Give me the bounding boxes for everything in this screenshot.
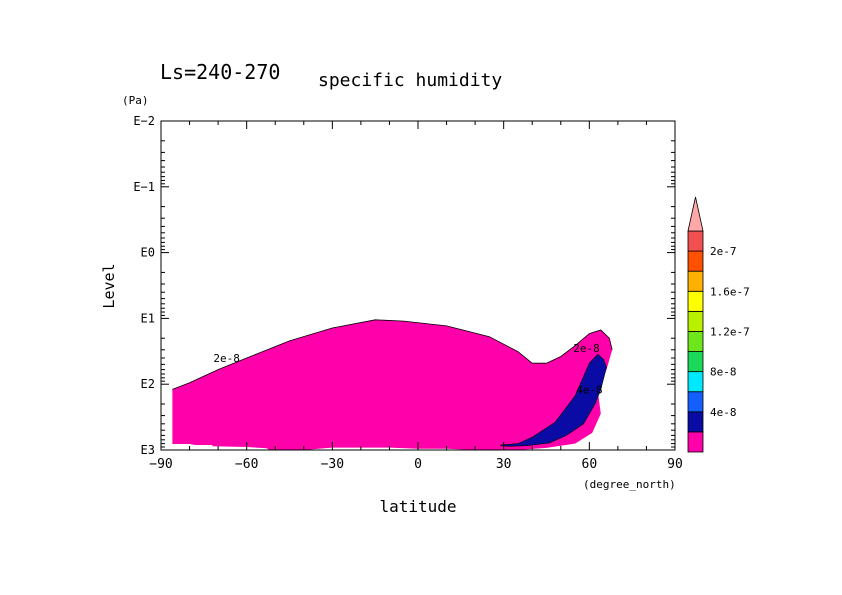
x-tick-label: −30 — [321, 457, 344, 472]
x-tick-label: −60 — [235, 457, 258, 472]
y-units: (Pa) — [122, 94, 149, 107]
contour-labels: 2e-8 2e-8 4e-8 — [213, 342, 602, 397]
x-tick-label: 30 — [496, 457, 512, 472]
colorbar-band — [687, 270, 704, 292]
colorbar-label: 1.2e-7 — [710, 325, 750, 338]
colorbar-band — [687, 351, 704, 373]
x-tick-label: 90 — [667, 457, 683, 472]
colorbar-label: 8e-8 — [710, 366, 737, 379]
y-tick-label: E2 — [141, 377, 155, 391]
colorbar-band — [687, 411, 704, 433]
y-axis-ticks: E−2 E−1 E0 E1 E2 E3 — [133, 114, 675, 457]
colorbar-band — [687, 431, 704, 453]
colorbar-extend-arrow — [687, 196, 704, 232]
contour-region-1 — [172, 319, 613, 450]
x-axis-ticks: −90 −60 −30 0 30 60 90 — [149, 121, 683, 472]
colorbar-band — [687, 250, 704, 272]
colorbar-band — [687, 230, 704, 252]
y-tick-label: E0 — [141, 246, 155, 260]
colorbar-band — [687, 371, 704, 393]
filled-contour-regions — [172, 319, 613, 450]
x-tick-label: −90 — [149, 457, 172, 472]
colorbar: 4e-8 8e-8 1.2e-7 1.6e-7 2e-7 — [687, 196, 750, 453]
contour-label-1: 2e-8 — [213, 352, 240, 365]
contour-line-2e-8 — [172, 319, 613, 390]
x-tick-label: 60 — [582, 457, 598, 472]
x-axis-label: latitude — [379, 497, 456, 516]
y-axis-label: Level — [100, 263, 118, 308]
colorbar-band — [687, 331, 704, 352]
chart-title: specific humidity — [318, 70, 502, 91]
colorbar-label: 4e-8 — [710, 406, 737, 419]
x-units: (degree_north) — [583, 478, 676, 491]
chart-title-prefix: Ls=240-270 — [160, 60, 280, 84]
colorbar-band — [687, 391, 704, 413]
contour-region-2 — [500, 353, 607, 447]
y-tick-label: E1 — [141, 311, 155, 325]
colorbar-label: 1.6e-7 — [710, 285, 750, 298]
x-tick-label: 0 — [414, 457, 422, 472]
colorbar-band — [687, 290, 704, 312]
colorbar-label: 2e-7 — [710, 245, 737, 258]
y-tick-label: E−2 — [133, 114, 155, 128]
y-tick-label: E−1 — [133, 180, 155, 194]
colorbar-band — [687, 310, 704, 332]
y-tick-label: E3 — [141, 443, 155, 457]
contour-label-3: 4e-8 — [576, 383, 603, 396]
contour-label-2: 2e-8 — [573, 342, 600, 355]
